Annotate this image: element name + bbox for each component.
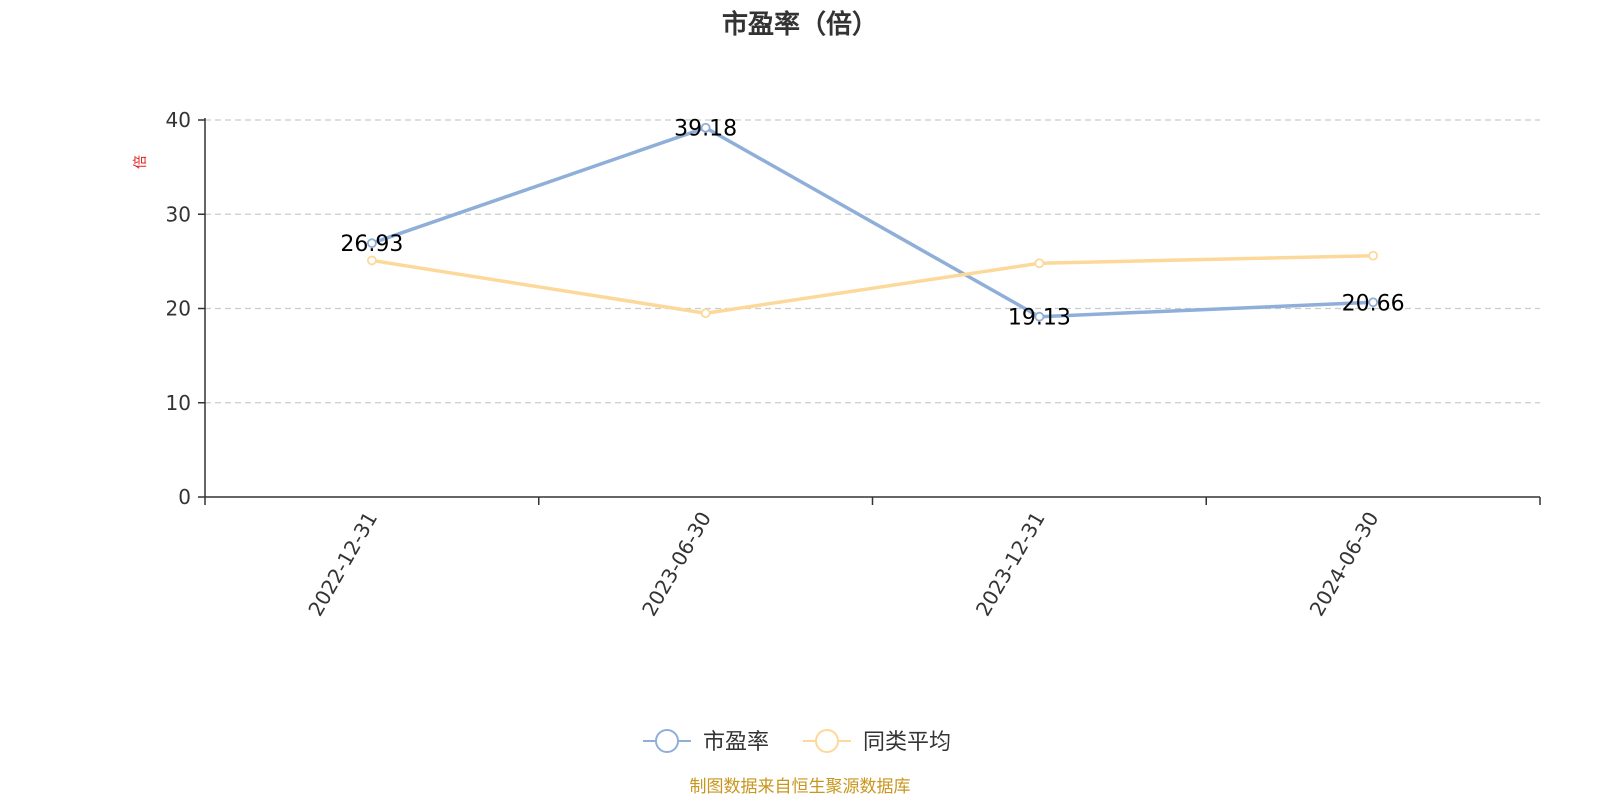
data-point[interactable]	[1368, 250, 1379, 261]
legend-label: 市盈率	[703, 730, 769, 755]
source-note: 制图数据来自恒生聚源数据库	[690, 777, 911, 797]
data-point[interactable]	[1034, 311, 1045, 322]
x-tick-label: 2024-06-30	[1305, 508, 1384, 621]
data-point[interactable]	[1368, 297, 1379, 308]
y-tick-label: 10	[166, 391, 191, 415]
y-tick-label: 40	[166, 108, 191, 132]
x-tick-labels: 2022-12-31 2023-06-30 2023-12-31 2024-06-30	[303, 508, 1383, 621]
legend-marker	[815, 729, 839, 753]
y-tick-label: 0	[178, 485, 191, 509]
y-tick-label: 30	[166, 202, 191, 226]
data-point[interactable]	[1034, 258, 1045, 269]
legend-marker	[655, 729, 679, 753]
data-label: 20.66	[1342, 291, 1405, 316]
legend[interactable]: 市盈率 同类平均	[643, 729, 951, 755]
data-label: 19.13	[1008, 306, 1071, 331]
series-group	[366, 122, 1379, 322]
data-point[interactable]	[366, 255, 377, 266]
x-tick-label: 2023-06-30	[637, 508, 716, 621]
series-line-1	[371, 253, 1374, 315]
data-label: 39.18	[674, 117, 737, 142]
y-tick-label: 20	[166, 297, 191, 321]
data-point[interactable]	[366, 238, 377, 249]
legend-item-0[interactable]: 市盈率	[643, 729, 769, 755]
chart-title: 市盈率（倍）	[722, 9, 878, 40]
grid-lines	[205, 119, 1540, 404]
legend-item-1[interactable]: 同类平均	[803, 729, 951, 755]
data-label: 26.93	[340, 232, 403, 257]
x-tick-label: 2022-12-31	[303, 508, 382, 621]
data-point[interactable]	[700, 308, 711, 319]
series-line-0	[371, 125, 1374, 319]
x-tick-label: 2023-12-31	[971, 508, 1050, 621]
data-labels: 26.93 39.18 19.13 20.66	[340, 117, 1404, 331]
data-point[interactable]	[700, 122, 711, 133]
y-tick-labels: 0 10 20 30 40	[166, 108, 191, 509]
axes	[198, 118, 1541, 505]
legend-label: 同类平均	[863, 730, 951, 755]
y-axis-unit: 倍	[133, 155, 149, 169]
